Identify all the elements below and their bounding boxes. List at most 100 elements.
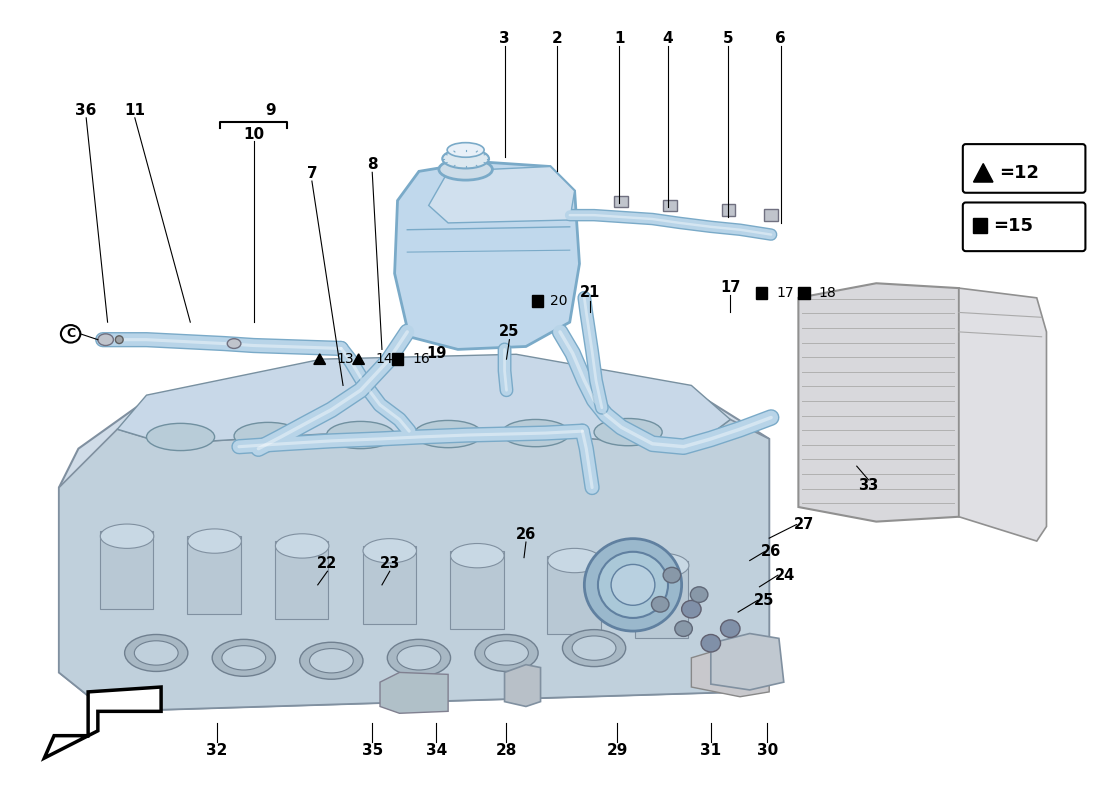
Text: 17: 17	[720, 280, 740, 294]
Text: 26: 26	[761, 544, 781, 559]
Ellipse shape	[146, 423, 214, 450]
Ellipse shape	[397, 646, 441, 670]
Text: 6: 6	[776, 30, 786, 46]
Ellipse shape	[212, 639, 275, 676]
Bar	[187, 536, 241, 614]
Text: 17: 17	[776, 286, 793, 300]
Bar	[275, 541, 329, 619]
Ellipse shape	[636, 554, 689, 578]
Ellipse shape	[234, 422, 302, 450]
Ellipse shape	[100, 524, 154, 548]
Bar	[635, 561, 689, 638]
Text: 1: 1	[614, 30, 625, 46]
Text: 18: 18	[818, 286, 837, 300]
Text: 23: 23	[379, 556, 400, 571]
Polygon shape	[692, 643, 769, 697]
Text: C: C	[66, 327, 75, 340]
Bar	[615, 196, 628, 207]
Text: 8: 8	[367, 157, 377, 172]
Ellipse shape	[98, 334, 113, 346]
Ellipse shape	[447, 142, 484, 158]
Polygon shape	[799, 283, 959, 522]
Text: 34: 34	[426, 742, 447, 758]
Ellipse shape	[188, 529, 241, 554]
Text: 26: 26	[516, 526, 536, 542]
Bar	[531, 295, 543, 306]
Text: 7: 7	[307, 166, 317, 181]
Ellipse shape	[572, 636, 616, 660]
Ellipse shape	[612, 565, 654, 606]
Polygon shape	[44, 687, 161, 758]
Polygon shape	[314, 354, 326, 364]
Ellipse shape	[387, 639, 451, 676]
Polygon shape	[711, 634, 784, 690]
Polygon shape	[118, 354, 730, 449]
Text: 29: 29	[607, 742, 628, 758]
Ellipse shape	[222, 646, 266, 670]
Ellipse shape	[475, 634, 538, 671]
Ellipse shape	[663, 567, 681, 583]
Ellipse shape	[124, 634, 188, 671]
Text: 14: 14	[375, 352, 393, 366]
Text: 20: 20	[550, 294, 568, 308]
Ellipse shape	[720, 620, 740, 638]
Text: 2: 2	[552, 30, 562, 46]
Text: 3: 3	[499, 30, 510, 46]
Ellipse shape	[442, 149, 490, 169]
Text: 28: 28	[496, 742, 517, 758]
Text: 21: 21	[580, 286, 601, 301]
FancyBboxPatch shape	[962, 202, 1086, 251]
Text: 32: 32	[206, 742, 228, 758]
Text: 5: 5	[723, 30, 734, 46]
Text: 36: 36	[76, 102, 97, 118]
Text: 11: 11	[124, 102, 145, 118]
Text: 10: 10	[243, 127, 264, 142]
Text: 9: 9	[265, 102, 275, 118]
Polygon shape	[59, 356, 769, 711]
Ellipse shape	[309, 649, 353, 673]
Bar	[100, 531, 153, 609]
Text: =15: =15	[993, 217, 1033, 235]
Text: =12: =12	[999, 164, 1038, 182]
Text: 13: 13	[337, 352, 354, 366]
Ellipse shape	[363, 538, 417, 563]
Bar	[972, 218, 987, 233]
Text: 16: 16	[412, 352, 430, 366]
Bar	[799, 287, 810, 299]
Text: 35: 35	[362, 742, 383, 758]
Ellipse shape	[548, 548, 602, 573]
Bar	[392, 354, 404, 365]
Bar	[363, 546, 416, 624]
Bar	[756, 287, 767, 299]
Polygon shape	[505, 665, 540, 706]
Polygon shape	[974, 163, 993, 182]
Text: 4: 4	[662, 30, 673, 46]
Ellipse shape	[299, 642, 363, 679]
Polygon shape	[379, 673, 448, 714]
Text: a passion for ferrari: a passion for ferrari	[157, 558, 486, 592]
Ellipse shape	[701, 634, 721, 652]
Ellipse shape	[674, 621, 692, 637]
Polygon shape	[353, 354, 364, 364]
Bar	[764, 210, 778, 221]
Ellipse shape	[414, 421, 482, 448]
Polygon shape	[395, 162, 580, 350]
Text: 24: 24	[774, 568, 795, 582]
Ellipse shape	[485, 641, 528, 665]
Text: 19: 19	[427, 346, 447, 361]
Ellipse shape	[134, 641, 178, 665]
Ellipse shape	[584, 538, 682, 631]
Bar	[663, 199, 676, 211]
Bar	[450, 551, 504, 629]
Text: 33: 33	[858, 478, 879, 493]
Ellipse shape	[439, 158, 493, 180]
Ellipse shape	[691, 587, 708, 602]
Ellipse shape	[598, 552, 668, 618]
Polygon shape	[59, 419, 769, 711]
Text: 30: 30	[757, 742, 778, 758]
Ellipse shape	[116, 336, 123, 343]
Text: eurospares: eurospares	[58, 447, 585, 528]
Ellipse shape	[651, 597, 669, 612]
Ellipse shape	[327, 422, 395, 449]
Ellipse shape	[682, 601, 701, 618]
